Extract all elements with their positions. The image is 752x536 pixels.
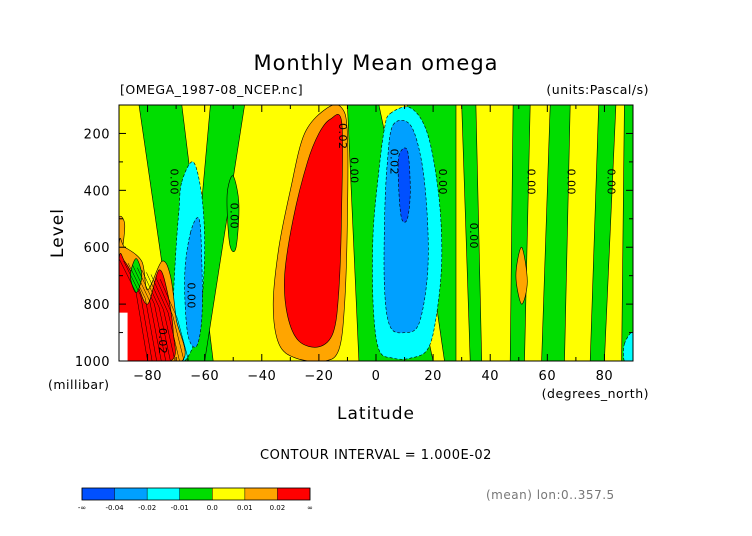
- hatched-region: [119, 258, 189, 361]
- contour-line: [123, 260, 153, 361]
- colorbar-label: 0.0: [207, 504, 218, 512]
- y-tick-label: 400: [84, 184, 110, 199]
- x-axis-unit: (degrees_north): [542, 386, 649, 401]
- x-tick-label: 20: [424, 369, 442, 384]
- contour-line: [150, 274, 180, 361]
- contour-regions: [119, 105, 633, 361]
- contour-line: [146, 272, 176, 361]
- colorbar-swatch: [82, 488, 115, 500]
- contour-label: 0.00: [467, 223, 480, 250]
- contour-label: 0.00: [347, 157, 360, 184]
- contour-line: [155, 276, 185, 361]
- colorbar-label: ∞: [307, 504, 313, 512]
- x-tick-label: −80: [133, 369, 162, 384]
- contour-interval: CONTOUR INTERVAL = 1.000E-02: [260, 448, 492, 463]
- x-tick-label: −40: [247, 369, 276, 384]
- colorbar-swatch: [244, 488, 278, 500]
- contour-line: [132, 265, 162, 361]
- contour-label: 0.02: [156, 328, 169, 355]
- x-tick-label: 0: [372, 369, 381, 384]
- contour-line: [159, 278, 189, 361]
- y-tick-label: 600: [84, 241, 110, 256]
- contour-region: [383, 119, 429, 334]
- file-label: [OMEGA_1987-08_NCEP.nc]: [120, 82, 303, 97]
- plot-area: [119, 105, 633, 361]
- colorbar-swatch: [179, 488, 213, 500]
- footer-mean-label: (mean) lon:0..357.5: [486, 488, 615, 502]
- y-axis-title: Level: [48, 208, 68, 258]
- contour-region: [397, 147, 411, 223]
- y-axis-unit: (millibar): [48, 377, 110, 392]
- contour-label: 0.02: [387, 149, 400, 176]
- colorbar-label: 0.01: [237, 504, 253, 512]
- colorbar-swatch: [114, 488, 148, 500]
- contour-label: 0.00: [185, 282, 198, 309]
- x-tick-label: 40: [481, 369, 499, 384]
- x-axis: −80 −60 −40 −20 0 20 40 60 80: [118, 105, 634, 384]
- contour-region: [226, 175, 240, 252]
- chart-title: Monthly Mean omega: [253, 51, 498, 75]
- y-tick-label: 1000: [75, 355, 110, 370]
- colorbar-swatch: [147, 488, 180, 500]
- contour-label: 0.00: [524, 169, 537, 196]
- contour-region: [284, 114, 343, 348]
- near-zero-band: [621, 105, 633, 361]
- contour-label: 0.00: [167, 169, 180, 196]
- contour-label: 0.00: [604, 169, 617, 196]
- x-axis-title: Latitude: [337, 404, 415, 424]
- contour-region: [184, 217, 203, 348]
- x-tick-label: 80: [596, 369, 614, 384]
- units-label: (units:Pascal/s): [546, 82, 649, 97]
- x-tick-label: −20: [304, 369, 333, 384]
- y-tick-label: 800: [84, 298, 110, 313]
- contour-line: [127, 263, 157, 361]
- contour-label: 0.00: [436, 169, 449, 196]
- colorbar-swatch: [277, 488, 310, 500]
- contour-line: [137, 267, 167, 361]
- near-zero-band: [461, 105, 483, 361]
- no-data-block: [119, 312, 128, 361]
- y-axis: 200 400 600 800 1000: [75, 104, 633, 370]
- colorbar-label: 0.02: [270, 504, 286, 512]
- contour-label: 0.00: [564, 169, 577, 196]
- colorbar: -∞ -0.04 -0.02 -0.01 0.0 0.01 0.02 ∞: [78, 487, 313, 512]
- contour-line: [119, 258, 148, 361]
- contour-region: [515, 246, 528, 305]
- near-zero-band: [589, 105, 617, 361]
- contour-labels: 0.00 0.00 0.02 0.00 0.02 0.00 0.00 0.00 0.00 0.00…: [156, 123, 617, 354]
- near-zero-band: [541, 105, 571, 361]
- colorbar-swatch: [212, 488, 245, 500]
- y-tick-label: 200: [84, 127, 110, 142]
- contour-label: 0.00: [227, 203, 240, 230]
- colorbar-label: -0.01: [171, 504, 189, 512]
- colorbar-label: -0.02: [138, 504, 156, 512]
- contour-label: 0.02: [336, 123, 349, 150]
- colorbar-label: -0.04: [106, 504, 125, 512]
- colorbar-label: -∞: [78, 504, 86, 512]
- contour-line: [141, 269, 171, 361]
- x-tick-label: 60: [539, 369, 557, 384]
- x-tick-label: −60: [190, 369, 219, 384]
